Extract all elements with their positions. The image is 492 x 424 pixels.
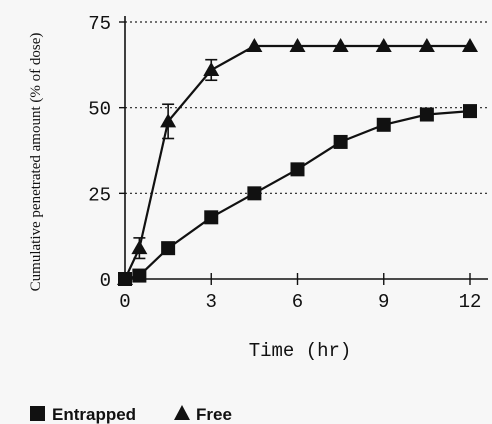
point-free-3	[203, 61, 220, 76]
legend-entrapped-label: Entrapped	[52, 405, 136, 424]
x-tick-label-12: 12	[459, 291, 482, 313]
legend-entrapped-marker	[30, 406, 45, 421]
legend: Entrapped Free	[30, 405, 232, 424]
point-free-4	[246, 37, 263, 52]
point-free-1	[131, 240, 148, 255]
x-tick-label-9: 9	[378, 291, 389, 313]
point-entrapped-2	[161, 241, 176, 256]
legend-free-marker	[174, 405, 190, 420]
y-tick-label-0: 0	[100, 270, 111, 292]
point-free-7	[375, 37, 392, 52]
point-free-0	[117, 271, 133, 285]
series-line-entrapped	[124, 110, 471, 281]
axes: 0 25 50 75 0 3 6 9 12	[88, 13, 488, 313]
legend-free-label: Free	[196, 405, 232, 424]
x-tick-label-0: 0	[119, 291, 130, 313]
point-entrapped-6	[333, 134, 348, 149]
x-tick-label-3: 3	[206, 291, 217, 313]
point-free-8	[418, 37, 435, 52]
x-tick-label-6: 6	[292, 291, 303, 313]
point-entrapped-7	[376, 117, 391, 132]
x-axis-label: Time (hr)	[249, 340, 352, 362]
series	[117, 37, 478, 286]
point-free-2	[160, 113, 177, 128]
point-entrapped-3	[204, 210, 219, 225]
point-free-9	[462, 37, 478, 52]
y-axis-label: Cumulative penetrated amount (% of dose)	[28, 33, 44, 292]
y-tick-label-25: 25	[88, 184, 111, 206]
point-entrapped-9	[463, 104, 477, 119]
point-entrapped-8	[419, 107, 434, 122]
y-tick-label-50: 50	[88, 99, 111, 121]
y-tick-label-75: 75	[88, 13, 111, 35]
point-entrapped-4	[247, 186, 262, 201]
point-entrapped-1	[132, 268, 147, 283]
series-line-free	[124, 44, 470, 280]
point-free-5	[289, 37, 306, 52]
point-free-6	[332, 37, 349, 52]
point-entrapped-5	[290, 162, 305, 177]
gridlines	[125, 21, 488, 194]
